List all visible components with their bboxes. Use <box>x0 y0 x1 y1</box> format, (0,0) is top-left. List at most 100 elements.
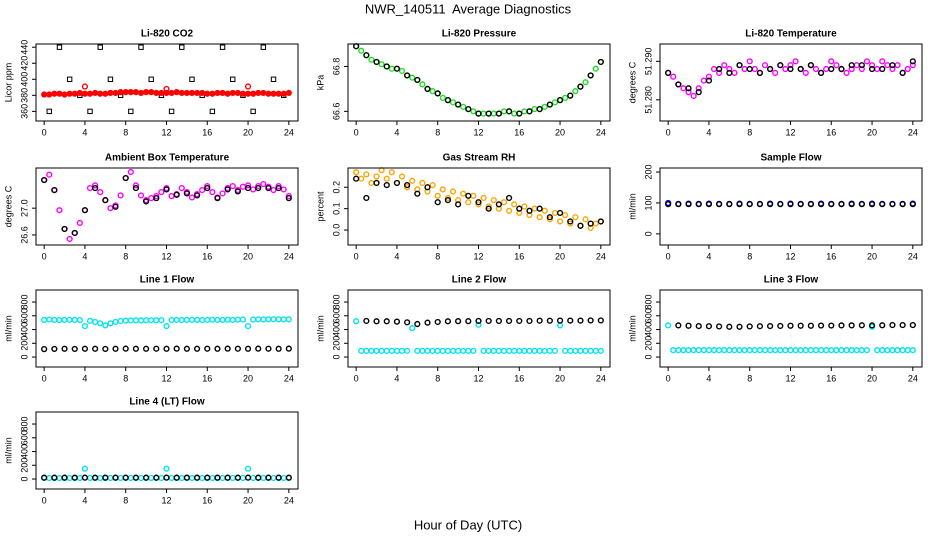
y-tick-label: 360 <box>19 104 29 119</box>
point <box>383 318 390 325</box>
point <box>61 474 68 481</box>
point <box>280 186 287 193</box>
point <box>285 474 292 481</box>
point <box>107 76 114 82</box>
point <box>56 316 63 324</box>
x-tick-label: 20 <box>243 127 253 137</box>
point <box>148 317 155 324</box>
y-axis-label: Licor ppm <box>3 63 13 103</box>
point <box>163 465 170 472</box>
point <box>670 73 677 80</box>
point <box>904 65 911 73</box>
point <box>168 316 175 324</box>
point <box>393 318 401 325</box>
point <box>122 174 129 182</box>
point <box>556 97 564 104</box>
point <box>526 207 533 214</box>
point <box>424 184 431 191</box>
point <box>726 65 733 73</box>
y-tick-label: 200 <box>643 336 653 351</box>
point <box>838 322 845 329</box>
point <box>475 321 482 328</box>
point <box>363 317 370 325</box>
point <box>500 108 508 115</box>
point <box>275 182 282 190</box>
point <box>695 89 702 96</box>
point <box>455 101 462 108</box>
point <box>434 199 441 206</box>
point <box>244 83 252 90</box>
point <box>383 175 390 182</box>
point <box>761 347 769 354</box>
point <box>777 62 784 69</box>
point <box>665 322 672 329</box>
point <box>741 347 748 354</box>
point <box>188 474 196 482</box>
point <box>485 347 492 354</box>
point <box>505 317 513 325</box>
point <box>183 316 190 324</box>
x-tick-label: 24 <box>908 251 918 261</box>
point <box>449 347 457 354</box>
point <box>153 317 160 324</box>
point <box>353 43 360 50</box>
point <box>858 322 865 329</box>
panel-title: Sample Flow <box>760 153 821 164</box>
point <box>244 474 252 481</box>
point <box>490 347 497 354</box>
point <box>137 474 145 482</box>
point <box>726 347 733 354</box>
point <box>685 85 692 92</box>
point <box>244 90 252 97</box>
point <box>404 347 411 354</box>
point <box>153 195 160 202</box>
point <box>756 323 764 330</box>
point <box>41 91 48 98</box>
point <box>868 201 876 208</box>
point <box>536 214 543 221</box>
point <box>889 201 896 208</box>
point <box>797 65 804 73</box>
point <box>505 347 513 354</box>
x-tick-label: 12 <box>161 251 171 261</box>
point <box>97 44 103 50</box>
point <box>807 322 814 329</box>
point <box>807 201 814 208</box>
point <box>582 79 589 86</box>
point <box>61 345 68 352</box>
y-tick-label: 66.6 <box>331 103 341 121</box>
point <box>393 347 401 354</box>
y-tick-label: 440 <box>19 40 29 55</box>
point <box>393 179 401 187</box>
point <box>285 345 292 352</box>
point <box>353 169 360 176</box>
point <box>460 347 467 354</box>
point <box>46 91 53 98</box>
x-tick-label: 8 <box>747 127 752 137</box>
point <box>572 88 579 95</box>
point <box>894 347 901 354</box>
point <box>577 83 584 90</box>
point <box>153 345 160 352</box>
y-axis-label: degrees C <box>3 185 13 227</box>
point <box>587 347 594 354</box>
point <box>665 201 672 208</box>
point <box>214 474 221 481</box>
point <box>556 317 564 324</box>
point <box>536 205 543 212</box>
point <box>772 69 779 76</box>
point <box>505 207 513 214</box>
point <box>234 345 241 352</box>
point <box>721 347 728 354</box>
point <box>137 89 145 97</box>
point <box>767 65 774 73</box>
point <box>495 317 502 325</box>
point <box>102 90 109 97</box>
point <box>485 110 492 117</box>
y-tick-label: 0 <box>643 355 653 360</box>
point <box>383 347 390 354</box>
point <box>178 474 185 482</box>
point <box>909 321 916 329</box>
y-tick-label: 51.280 <box>643 86 653 114</box>
point <box>148 474 155 482</box>
